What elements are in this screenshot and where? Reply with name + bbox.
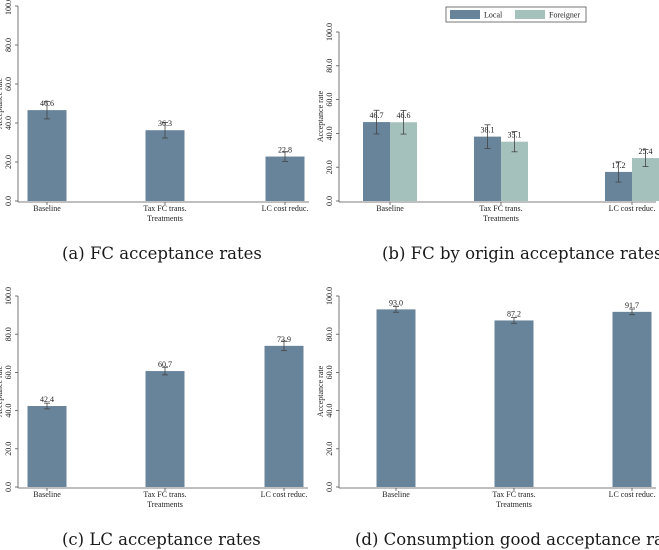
p1-y-tick-label: 80.0 (4, 38, 13, 52)
p2-y-tick-label: 100.0 (325, 23, 334, 41)
p3-bar-local (145, 371, 185, 487)
p2-bar-local (363, 122, 390, 201)
p2-bar-foreigner (390, 122, 417, 201)
p2-legend-label-foreigner: Foreigner (549, 11, 580, 20)
p1-data-label: 36.3 (158, 119, 172, 128)
p4-category-label: Baseline (382, 490, 410, 499)
p4-category-label: Tax FC trans. (492, 490, 535, 499)
p3-bar-local (27, 406, 67, 487)
p3-y-tick-label: 40.0 (4, 404, 13, 418)
p2-legend-label-local: Local (484, 11, 503, 20)
p2-data-label: 35.1 (508, 131, 522, 140)
p3-bar-local (264, 345, 304, 487)
p2-data-label: 25.4 (639, 147, 653, 156)
p3-y-tick-label: 60.0 (4, 365, 13, 379)
p2-data-label: 38.1 (481, 126, 495, 135)
p4-x-axis-title: Treatments (496, 500, 532, 509)
p3-x-axis-title: Treatments (147, 500, 183, 509)
caption-c: (c) LC acceptance rates (62, 530, 261, 549)
p4-y-tick-label: 20.0 (325, 442, 334, 456)
p1-y-tick-label: 0.0 (4, 196, 13, 206)
p1-bar-local (265, 156, 305, 201)
p1-y-tick-label: 100.0 (4, 0, 13, 15)
p1-y-axis-title: Acceptance rate (0, 77, 4, 129)
p1-y-tick-label: 60.0 (4, 77, 13, 91)
p1-bar-local (145, 130, 185, 201)
p2-y-tick-label: 80.0 (325, 59, 334, 73)
p2-legend-swatch-foreigner (515, 10, 545, 19)
p2-data-label: 17.2 (612, 161, 626, 170)
p2-x-axis-title: Treatments (483, 214, 519, 223)
p3-y-tick-label: 0.0 (4, 482, 13, 492)
p2-data-label: 46.6 (397, 111, 411, 120)
p2-y-tick-label: 40.0 (325, 126, 334, 140)
p2-y-tick-label: 20.0 (325, 160, 334, 174)
p4-y-tick-label: 100.0 (325, 287, 334, 305)
p2-category-label: Tax FC trans. (479, 204, 522, 213)
p4-data-label: 87.2 (507, 309, 521, 318)
p4-data-label: 91.7 (625, 301, 639, 310)
p4-y-tick-label: 60.0 (325, 365, 334, 379)
p3-data-label: 73.9 (277, 335, 291, 344)
p3-y-axis-title: Acceptance rate (0, 365, 4, 417)
p1-x-axis-title: Treatments (147, 214, 183, 223)
p1-category-label: Baseline (33, 204, 61, 213)
p3-data-label: 42.4 (40, 395, 54, 404)
p2-category-label: LC cost reduc. (609, 204, 656, 213)
p4-y-tick-label: 0.0 (325, 482, 334, 492)
p3-y-tick-label: 20.0 (4, 442, 13, 456)
p1-bar-local (27, 110, 67, 201)
p1-y-tick-label: 20.0 (4, 155, 13, 169)
p1-y-tick-label: 40.0 (4, 116, 13, 130)
p3-y-tick-label: 80.0 (4, 327, 13, 341)
p2-y-axis-title: Acceptance rate (316, 90, 325, 142)
p2-y-tick-label: 0.0 (325, 196, 334, 206)
p4-y-tick-label: 80.0 (325, 327, 334, 341)
p4-bar-local (494, 320, 534, 487)
caption-d: (d) Consumption good acceptance rates (355, 530, 659, 549)
p2-category-label: Baseline (376, 204, 404, 213)
p4-bar-local (376, 309, 416, 487)
p3-category-label: LC cost reduc. (261, 490, 308, 499)
p4-y-axis-title: Acceptance rate (316, 365, 325, 417)
p1-data-label: 22.8 (278, 146, 292, 155)
p4-bar-local (612, 311, 652, 487)
caption-b: (b) FC by origin acceptance rates (382, 244, 659, 263)
caption-a: (a) FC acceptance rates (62, 244, 262, 263)
p1-data-label: 46.6 (40, 99, 54, 108)
p4-data-label: 93.0 (389, 298, 403, 307)
p2-y-tick-label: 60.0 (325, 93, 334, 107)
p3-data-label: 60.7 (158, 360, 172, 369)
p2-data-label: 46.7 (370, 111, 384, 120)
p4-category-label: LC cost reduc. (609, 490, 656, 499)
p3-category-label: Baseline (33, 490, 61, 499)
p2-legend-swatch-local (450, 10, 480, 19)
p1-category-label: LC cost reduc. (262, 204, 309, 213)
p3-category-label: Tax FC trans. (143, 490, 186, 499)
p4-y-tick-label: 40.0 (325, 404, 334, 418)
p1-category-label: Tax FC trans. (143, 204, 186, 213)
p3-y-tick-label: 100.0 (4, 287, 13, 305)
